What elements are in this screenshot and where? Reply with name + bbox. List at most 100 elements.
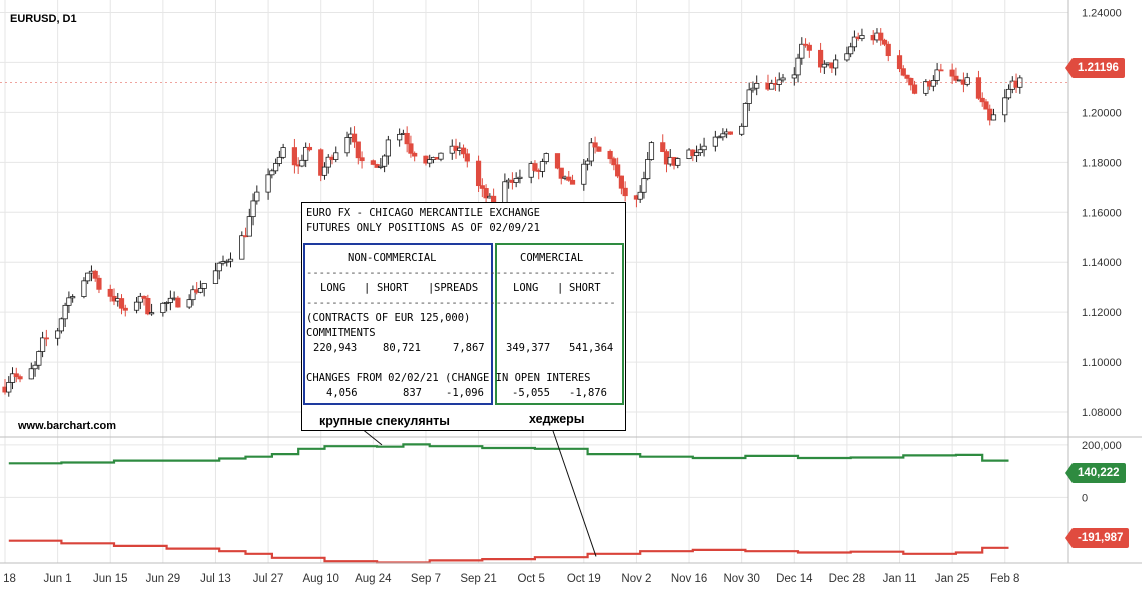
- candle-body: [953, 75, 959, 81]
- candle-body: [32, 364, 38, 370]
- cot-title-1: EURO FX - CHICAGO MERCANTILE EXCHANGE: [306, 207, 540, 219]
- red-series-last-badge: -191,987: [1064, 528, 1130, 548]
- nc-short-header: SHORT: [377, 282, 409, 294]
- candle-body: [607, 150, 613, 160]
- candle-body: [427, 159, 433, 164]
- candle-body: [92, 270, 98, 279]
- candle-body: [615, 164, 621, 177]
- candle-body: [118, 298, 125, 309]
- green-series-line: [8, 443, 1009, 465]
- candle-body: [167, 297, 173, 303]
- candle-body: [397, 133, 403, 141]
- commercial-box: [495, 243, 624, 405]
- indicator-tick-label: 0: [1082, 492, 1088, 504]
- candle-body: [460, 147, 467, 155]
- candle-body: [355, 141, 361, 159]
- candle-body: [164, 302, 170, 304]
- candle-body: [799, 43, 805, 59]
- time-tick-label: Jan 11: [883, 573, 917, 585]
- candle-body: [70, 296, 76, 299]
- candle-body: [43, 337, 49, 340]
- candle-body: [911, 84, 918, 94]
- ch-nc-long: 4,056: [326, 387, 358, 399]
- candle-body: [148, 312, 155, 315]
- candle-body: [802, 43, 809, 46]
- time-tick-label: Feb 8: [990, 573, 1019, 585]
- time-tick-label: Jun 15: [93, 573, 128, 585]
- candle-body: [224, 260, 230, 263]
- candle-body: [303, 146, 309, 161]
- time-tick-label: Jul 27: [253, 573, 284, 585]
- candle-body: [746, 89, 752, 104]
- candle-body: [975, 77, 982, 99]
- candle-body: [333, 152, 339, 160]
- candle-body: [821, 63, 827, 68]
- time-tick-label: Nov 16: [671, 573, 707, 585]
- ch-c-short: -1,876: [569, 387, 607, 399]
- candle-body: [795, 57, 801, 76]
- price-tick-label: 1.08000: [1082, 407, 1122, 419]
- c-header: COMMERCIAL: [520, 252, 584, 264]
- candle-body: [844, 53, 850, 61]
- commitments-label: COMMITMENTS: [306, 327, 376, 339]
- time-tick-label: Sep 7: [411, 573, 441, 585]
- candle-body: [318, 149, 324, 176]
- candle-body: [896, 55, 903, 70]
- candle-body: [750, 87, 756, 91]
- candle-body: [137, 295, 143, 303]
- time-tick-label: Dec 28: [829, 573, 865, 585]
- candle-body: [246, 216, 252, 237]
- candle-body: [404, 132, 410, 145]
- candle-body: [934, 69, 940, 81]
- candle-body: [227, 258, 234, 262]
- candle-body: [17, 376, 23, 380]
- green-series-last-badge: 140,222: [1065, 463, 1126, 483]
- candle-body: [776, 79, 782, 85]
- candle-body: [569, 179, 576, 185]
- candle-body: [554, 153, 561, 169]
- candle-body: [141, 295, 147, 299]
- cot-report-box: EURO FX - CHICAGO MERCANTILE EXCHANGE FU…: [301, 202, 626, 431]
- price-tick-label: 1.14000: [1082, 257, 1122, 269]
- time-tick-label: Jul 13: [200, 573, 231, 585]
- candle-body: [107, 288, 113, 297]
- candle-body: [938, 69, 944, 72]
- candle-body: [385, 139, 391, 157]
- candle-body: [693, 152, 700, 157]
- c-short-header: SHORT: [569, 282, 601, 294]
- candle-body: [122, 307, 128, 311]
- candle-body: [727, 131, 733, 135]
- candle-body: [618, 175, 624, 189]
- candle-body: [321, 166, 328, 176]
- candle-body: [949, 69, 955, 77]
- candle-body: [517, 176, 523, 179]
- candle-body: [36, 351, 42, 366]
- time-tick-label: Aug 24: [355, 573, 392, 585]
- time-tick-label: Dec 14: [776, 573, 813, 585]
- candle-body: [881, 39, 888, 45]
- cot-title-2: FUTURES ONLY POSITIONS AS OF 02/09/21: [306, 222, 540, 234]
- time-tick-label: Nov 30: [723, 573, 759, 585]
- candle-body: [979, 97, 985, 103]
- candle-body: [370, 160, 376, 165]
- hedgers-label: хеджеры: [529, 412, 585, 426]
- candle-body: [923, 81, 929, 94]
- candle-body: [378, 165, 384, 168]
- candle-body: [983, 101, 989, 110]
- cot-indicator: [8, 443, 1009, 564]
- speculators-label: крупные спекулянты: [319, 414, 450, 428]
- candle-body: [697, 149, 703, 154]
- candle-body: [160, 302, 166, 314]
- candle-body: [848, 46, 854, 55]
- candle-body: [55, 330, 61, 339]
- candle-body: [186, 299, 192, 308]
- candle-body: [475, 160, 482, 187]
- time-tick-label: Aug 10: [302, 573, 338, 585]
- candle-body: [641, 178, 647, 193]
- ch-c-long: -5,055: [512, 387, 550, 399]
- candle-body: [930, 80, 936, 87]
- candle-body: [878, 32, 884, 41]
- candle-body: [539, 161, 546, 172]
- changes-label: CHANGES FROM 02/02/21 (CHANGE IN OPEN IN…: [306, 372, 591, 384]
